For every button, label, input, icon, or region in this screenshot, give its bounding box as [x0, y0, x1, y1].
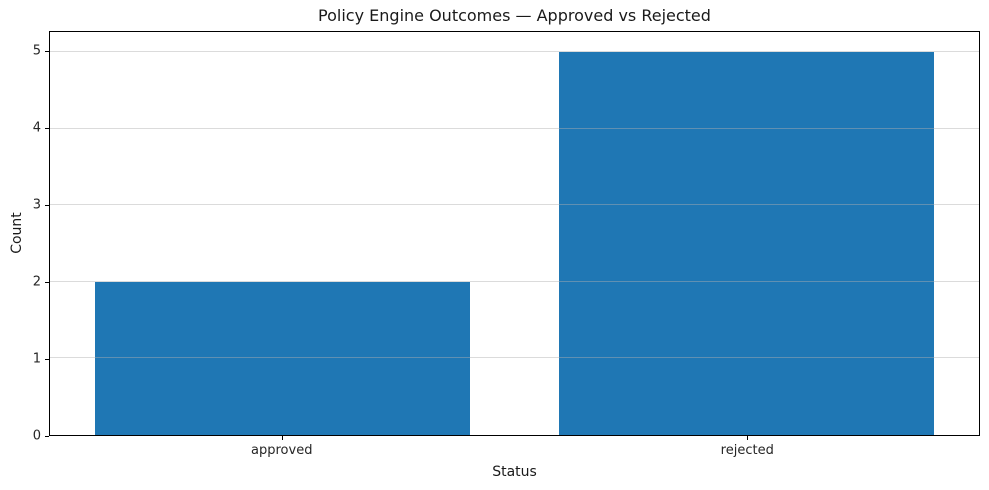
y-tick-mark-5 [45, 51, 49, 53]
y-tick-mark-4 [45, 128, 49, 129]
plot-area [49, 31, 980, 436]
x-tick-mark-rejected [747, 436, 749, 440]
gridline-y-1 [50, 357, 979, 359]
x-tick-label-rejected: rejected [720, 443, 774, 458]
y-tick-mark-3 [45, 205, 49, 206]
x-tick-label-approved: approved [251, 443, 313, 458]
y-tick-label-1: 1 [32, 351, 41, 367]
bar-rejected [559, 51, 935, 435]
y-tick-mark-2 [45, 282, 49, 283]
y-tick-label-0: 0 [32, 428, 41, 444]
gridline-y-3 [50, 204, 979, 206]
y-tick-label-5: 5 [32, 43, 41, 59]
x-tick-mark-approved [281, 436, 283, 440]
y-tick-label-2: 2 [32, 274, 41, 290]
y-axis-label: Count [9, 212, 25, 254]
gridline-y-4 [50, 127, 979, 129]
x-axis-label: Status [492, 464, 537, 480]
y-tick-label-4: 4 [32, 120, 41, 136]
y-tick-mark-0 [45, 436, 49, 437]
chart-title: Policy Engine Outcomes — Approved vs Rej… [318, 6, 711, 25]
bar-approved [94, 281, 470, 435]
gridline-y-2 [50, 280, 979, 282]
y-tick-label-3: 3 [32, 197, 41, 213]
gridline-y-5 [50, 50, 979, 52]
y-tick-mark-1 [45, 359, 49, 360]
